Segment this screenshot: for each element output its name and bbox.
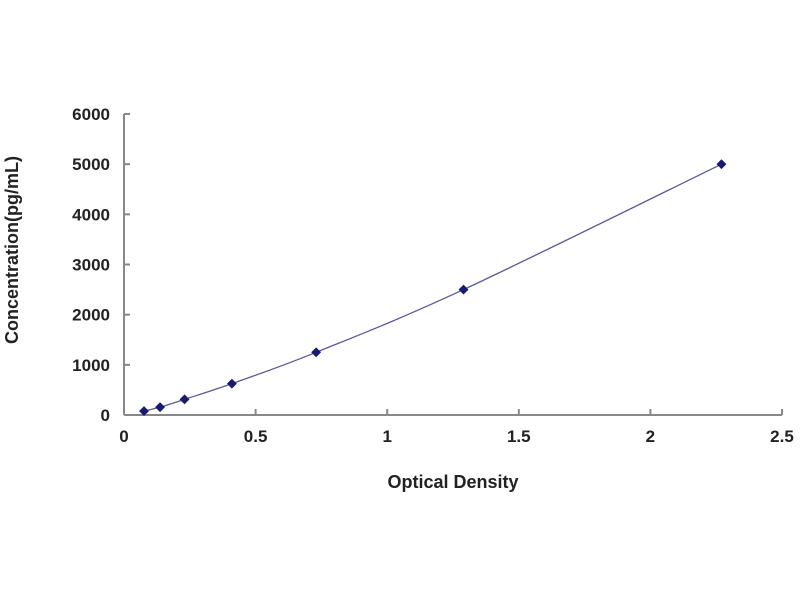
data-point (179, 394, 190, 405)
x-tick-label: 1.5 (507, 427, 531, 446)
x-axis-label: Optical Density (387, 472, 518, 492)
fit-curve (143, 163, 722, 412)
data-point (155, 402, 166, 413)
y-tick-label: 2000 (72, 306, 110, 325)
x-tick-label: 0.5 (244, 427, 268, 446)
x-tick-label: 0 (119, 427, 128, 446)
x-tick-label: 2 (646, 427, 655, 446)
data-point (226, 378, 237, 389)
data-point (139, 406, 149, 417)
x-tick-label: 2.5 (770, 427, 794, 446)
y-tick-label: 0 (101, 406, 110, 425)
y-tick-label: 4000 (72, 205, 110, 224)
y-tick-label: 6000 (72, 105, 110, 124)
y-axis-label: Concentration(pg/mL) (2, 156, 22, 344)
data-point (458, 284, 469, 295)
x-tick-label: 1 (382, 427, 391, 446)
data-point (311, 347, 322, 358)
data-point (716, 159, 727, 170)
y-tick-label: 5000 (72, 155, 110, 174)
y-tick-label: 1000 (72, 356, 110, 375)
y-tick-label: 3000 (72, 256, 110, 275)
